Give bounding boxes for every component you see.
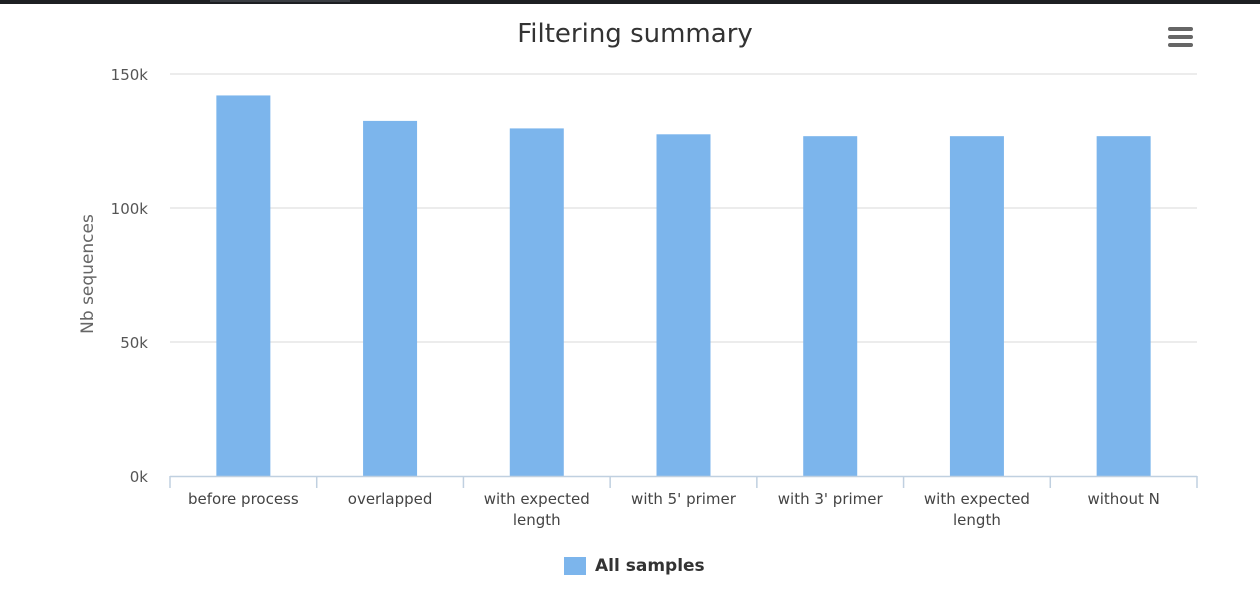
x-tick-label: with 3' primer [778, 490, 884, 508]
bar[interactable] [803, 136, 858, 476]
y-tick-label: 150k [111, 66, 149, 84]
bar[interactable] [216, 95, 271, 476]
x-tick-label-line: length [513, 511, 561, 529]
x-tick-label-line: length [953, 511, 1001, 529]
y-axis-title: Nb sequences [78, 214, 98, 334]
x-tick-label: without N [1087, 490, 1159, 508]
x-tick-label: with 5' primer [631, 490, 737, 508]
y-tick-label: 50k [120, 334, 148, 352]
x-tick-label: with expected length [924, 490, 1030, 529]
x-tick-label-line: overlapped [348, 490, 433, 508]
chart-context-menu-button[interactable] [1164, 24, 1196, 52]
x-tick-label-line: with expected [484, 490, 590, 508]
x-tick-label-line: without N [1087, 490, 1159, 508]
window-tab-strip [210, 0, 350, 2]
x-tick-label: with expected length [484, 490, 590, 529]
window-top-bar [0, 0, 1260, 4]
y-axis-ticks: 0k 50k 100k 150k [111, 66, 149, 486]
x-tick-label-line: with 3' primer [778, 490, 884, 508]
legend-label: All samples [595, 556, 705, 576]
legend-item-all-samples[interactable]: All samples [564, 555, 705, 577]
chart-title: Filtering summary [517, 19, 753, 49]
x-tick-label-line: with expected [924, 490, 1030, 508]
y-tick-label: 100k [111, 200, 149, 218]
bar[interactable] [509, 128, 564, 477]
bar[interactable] [949, 136, 1004, 476]
x-tick-label-line: with 5' primer [631, 490, 737, 508]
legend-swatch [564, 557, 586, 575]
bar[interactable] [1096, 136, 1151, 476]
x-axis: before process overlapped with expected len… [169, 475, 1198, 529]
x-tick-label: overlapped [348, 490, 433, 508]
x-tick-label-line: before process [188, 490, 299, 508]
y-tick-label: 0k [130, 468, 149, 486]
x-tick-label: before process [188, 490, 299, 508]
bar[interactable] [656, 134, 711, 477]
bar-series [216, 95, 1151, 477]
bar[interactable] [363, 120, 418, 477]
